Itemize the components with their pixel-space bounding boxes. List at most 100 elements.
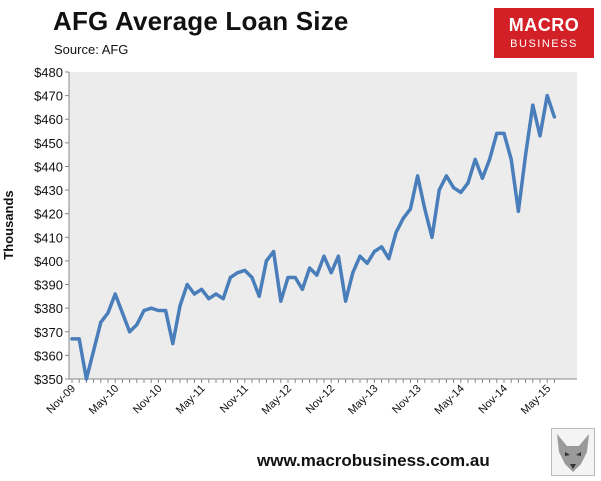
data-point (394, 231, 398, 235)
x-tick-label: May-13 (346, 383, 380, 417)
data-point (264, 259, 268, 263)
data-point (365, 261, 369, 265)
data-point (516, 209, 521, 213)
logo-line-2: BUSINESS (510, 38, 578, 50)
data-point (272, 249, 276, 254)
data-point (437, 188, 441, 192)
data-point (380, 245, 384, 249)
x-tick-label: May-11 (174, 383, 208, 417)
data-point (308, 266, 312, 270)
data-point (192, 292, 196, 296)
data-point (77, 337, 81, 341)
data-point (416, 174, 420, 178)
data-point (135, 323, 139, 327)
x-tick-label: May-15 (519, 383, 553, 417)
chart-title: AFG Average Loan Size (53, 6, 349, 36)
data-point (92, 349, 96, 353)
macrobusiness-logo: MACRO BUSINESS (494, 8, 594, 58)
data-points (70, 94, 557, 381)
data-point (538, 134, 542, 138)
data-point (488, 157, 492, 161)
data-point (113, 292, 117, 296)
data-point (509, 157, 513, 161)
data-point (178, 304, 182, 308)
x-tick-label: May-10 (87, 383, 121, 417)
data-point (228, 275, 232, 280)
data-point (408, 207, 412, 211)
x-tick-label: Nov-12 (304, 383, 338, 417)
website-url[interactable]: www.macrobusiness.com.au (257, 451, 490, 470)
y-tick-label: $360 (34, 348, 63, 363)
data-point (423, 207, 427, 211)
data-point (221, 297, 225, 301)
x-tick-label: May-14 (432, 383, 466, 417)
y-tick-label: $450 (34, 136, 63, 151)
data-point (207, 297, 211, 301)
data-point (315, 273, 319, 277)
y-tick-label: $400 (34, 254, 63, 269)
data-point (164, 308, 168, 313)
data-point (156, 308, 160, 313)
y-tick-label: $420 (34, 207, 63, 222)
data-point (552, 115, 557, 119)
y-tick-label: $480 (34, 65, 63, 80)
data-point (545, 94, 549, 98)
chart-source: Source: AFG (54, 42, 129, 57)
y-tick-label: $460 (34, 112, 63, 127)
data-point (243, 268, 247, 272)
y-tick-label: $380 (34, 301, 63, 316)
data-point (293, 275, 297, 280)
y-tick-label: $390 (34, 278, 63, 293)
x-axis-ticks: Nov-09 May-10 Nov-10 May-11 Nov-11 May-12 Nov-… (45, 379, 555, 417)
data-point (185, 282, 189, 287)
data-point (401, 216, 405, 220)
data-point (70, 337, 74, 341)
y-tick-label: $410 (34, 230, 63, 245)
data-point (99, 320, 103, 324)
x-tick-label: May-12 (260, 383, 294, 417)
data-point (387, 257, 391, 261)
fox-icon (551, 428, 595, 476)
y-tick-label: $370 (34, 325, 63, 340)
x-tick-label: Nov-09 (45, 383, 79, 417)
data-point (358, 254, 362, 258)
data-point (466, 181, 470, 185)
data-point (84, 377, 88, 381)
data-point (286, 275, 290, 280)
data-point (502, 131, 506, 135)
data-point (128, 330, 132, 334)
x-tick-label: Nov-14 (477, 383, 511, 417)
y-tick-label: $440 (34, 159, 63, 174)
y-tick-label: $350 (34, 372, 63, 387)
logo-line-1: MACRO (508, 15, 580, 35)
data-point (236, 271, 240, 275)
data-point (200, 287, 204, 291)
data-point (430, 235, 434, 239)
data-point (322, 254, 326, 258)
data-point (531, 103, 535, 107)
data-point (336, 254, 340, 258)
y-tick-label: $430 (34, 183, 63, 198)
data-point (214, 292, 218, 296)
data-point (329, 271, 333, 275)
data-point (495, 131, 499, 135)
data-point (106, 311, 110, 315)
data-point (300, 287, 304, 291)
x-tick-label: Nov-10 (131, 383, 165, 417)
data-point (257, 294, 261, 298)
data-point (142, 308, 146, 313)
data-point (279, 299, 283, 303)
data-point (372, 249, 376, 254)
y-tick-label: $470 (34, 89, 63, 104)
data-point (351, 271, 355, 275)
data-point (171, 342, 175, 346)
data-point (344, 299, 348, 303)
data-point (444, 174, 448, 178)
data-point (120, 311, 124, 315)
data-point (452, 186, 456, 190)
data-point (524, 153, 528, 157)
plot-area (69, 72, 577, 379)
data-point (250, 275, 254, 280)
data-point (480, 176, 484, 180)
